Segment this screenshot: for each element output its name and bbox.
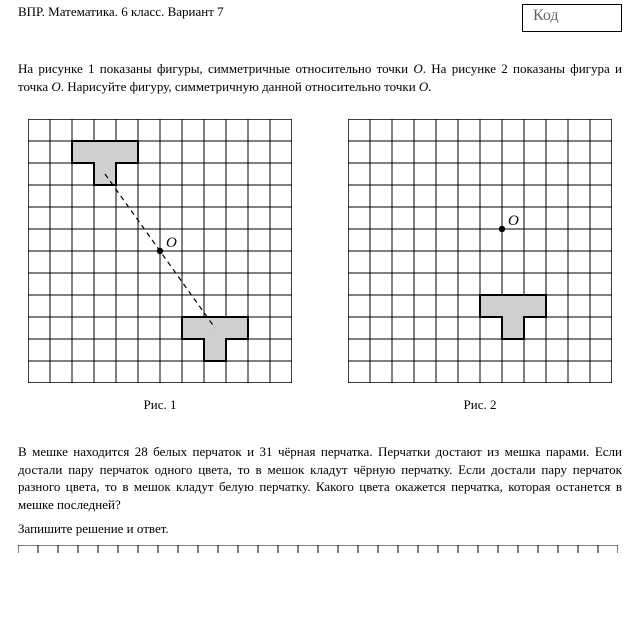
figure-2: O Рис. 2 xyxy=(348,119,612,413)
fig1-svg: O xyxy=(28,119,292,383)
instruction: Запишите решение и ответ. xyxy=(18,521,622,537)
answer-grid-svg xyxy=(18,545,618,553)
figures-row: O Рис. 1 O Рис. 2 xyxy=(28,119,612,413)
p1d: . xyxy=(428,79,431,94)
fig2-svg: O xyxy=(348,119,612,383)
p1a: На рисунке 1 показаны фигуры, симметричн… xyxy=(18,61,413,76)
code-box: Код xyxy=(522,4,622,32)
p1c: . Нарисуйте фигуру, симметричную данной … xyxy=(61,79,419,94)
problem2-text: В мешке находится 28 белых перчаток и 31… xyxy=(18,443,622,513)
svg-text:O: O xyxy=(166,235,177,251)
problem1-text: На рисунке 1 показаны фигуры, симметричн… xyxy=(18,60,622,95)
answer-grid xyxy=(18,541,622,557)
doc-title: ВПР. Математика. 6 класс. Вариант 7 xyxy=(18,4,224,20)
header-row: ВПР. Математика. 6 класс. Вариант 7 Код xyxy=(18,4,622,32)
fig2-caption: Рис. 2 xyxy=(348,397,612,413)
p1-O3: O xyxy=(419,79,428,94)
p1-O1: O xyxy=(413,61,422,76)
p1-O2: O xyxy=(51,79,60,94)
fig1-caption: Рис. 1 xyxy=(28,397,292,413)
svg-text:O: O xyxy=(508,213,519,229)
figure-1: O Рис. 1 xyxy=(28,119,292,413)
